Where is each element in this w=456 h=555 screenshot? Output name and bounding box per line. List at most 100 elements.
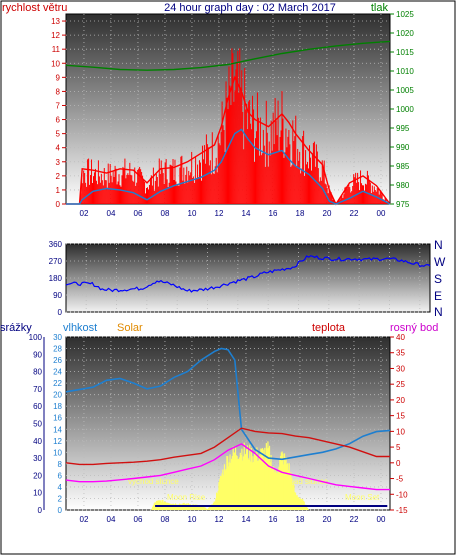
rain-y-tick-label: 20 xyxy=(33,471,42,480)
wind-x-tick-label: 06 xyxy=(134,209,143,218)
wind-x-tick-label: 14 xyxy=(242,209,251,218)
temperature-y-tick-label: 40 xyxy=(396,333,405,342)
wind-y-tick-label: 3 xyxy=(56,158,61,167)
humidity-y-tick-label: 0 xyxy=(58,506,63,515)
pressure-axis-label: tlak xyxy=(371,2,389,14)
temperature-y-tick-label: -5 xyxy=(396,475,404,484)
pressure-y-tick-label: 1005 xyxy=(396,86,414,95)
chart-title: 24 hour graph day : 02 March 2017 xyxy=(164,2,336,14)
direction-y-tick-label: 0 xyxy=(58,308,63,317)
wind-direction-line xyxy=(65,255,431,293)
direction-y-tick-label: 90 xyxy=(53,291,62,300)
pressure-line xyxy=(65,40,391,71)
rain-y-tick-label: 40 xyxy=(33,437,42,446)
wind-y-tick-label: 7 xyxy=(56,101,61,110)
direction-letter-w: W xyxy=(434,255,446,269)
climate-x-tick-label: 00 xyxy=(377,515,386,524)
temperature-y-tick-label: 0 xyxy=(396,459,401,468)
wind-speed-line xyxy=(66,128,391,205)
rain-y-tick-label: 90 xyxy=(33,350,42,359)
wind-x-tick-label: 12 xyxy=(215,209,224,218)
humidity-y-tick-label: 18 xyxy=(53,402,62,411)
wind-x-tick-label: 02 xyxy=(80,209,89,218)
sunrise-annotation: východ slunce xyxy=(128,477,179,486)
wind-gust-line xyxy=(66,75,391,206)
wind-x-tick-label: 08 xyxy=(161,209,170,218)
humidity-y-tick-label: 22 xyxy=(53,379,62,388)
direction-letter-s: S xyxy=(434,272,442,286)
climate-x-tick-label: 10 xyxy=(188,515,197,524)
climate-x-tick-label: 04 xyxy=(107,515,116,524)
pressure-y-tick-label: 1010 xyxy=(396,67,414,76)
climate-x-tick-label: 08 xyxy=(161,515,170,524)
moonset-annotation: Moon Set xyxy=(345,493,380,502)
moonrise-annotation: Moon Rise xyxy=(167,493,206,502)
wind-y-tick-label: 4 xyxy=(56,144,61,153)
temperature-y-tick-label: 25 xyxy=(396,380,405,389)
direction-letter-n-bottom: N xyxy=(434,305,443,319)
humidity-y-tick-label: 24 xyxy=(53,368,62,377)
wind-y-tick-label: 13 xyxy=(51,17,60,26)
humidity-axis-label: vlhkost xyxy=(63,322,97,334)
wind-x-tick-label: 18 xyxy=(296,209,305,218)
temperature-axis-label: teplota xyxy=(312,322,346,334)
humidity-line xyxy=(65,347,391,461)
temperature-y-tick-label: 30 xyxy=(396,364,405,373)
climate-x-tick-label: 16 xyxy=(269,515,278,524)
humidity-y-tick-label: 30 xyxy=(53,333,62,342)
climate-x-tick-label: 22 xyxy=(350,515,359,524)
direction-y-tick-label: 360 xyxy=(49,240,63,249)
wind-y-tick-label: 1 xyxy=(56,186,61,195)
climate-x-tick-label: 06 xyxy=(134,515,143,524)
wind-y-tick-label: 2 xyxy=(56,172,61,181)
wind-y-tick-label: 9 xyxy=(56,73,61,82)
climate-x-tick-label: 12 xyxy=(215,515,224,524)
direction-letter-e: E xyxy=(434,289,442,303)
humidity-y-tick-label: 26 xyxy=(53,356,62,365)
humidity-y-tick-label: 6 xyxy=(58,471,63,480)
dewpoint-line xyxy=(65,443,390,491)
rain-y-tick-label: 10 xyxy=(33,489,42,498)
humidity-y-tick-label: 8 xyxy=(58,460,63,469)
humidity-y-tick-label: 28 xyxy=(53,345,62,354)
pressure-y-tick-label: 995 xyxy=(396,124,410,133)
rain-y-tick-label: 30 xyxy=(33,454,42,463)
solar-axis-label: Solar xyxy=(117,322,143,334)
climate-x-tick-label: 14 xyxy=(242,515,251,524)
rain-y-tick-label: 80 xyxy=(33,368,42,377)
rain-y-tick-label: 0 xyxy=(38,506,43,515)
direction-letter-n-top: N xyxy=(434,238,443,252)
rain-y-tick-label: 100 xyxy=(29,333,43,342)
humidity-y-tick-label: 14 xyxy=(53,425,62,434)
wind-y-tick-label: 0 xyxy=(56,200,61,209)
temperature-y-tick-label: 15 xyxy=(396,412,405,421)
temperature-y-tick-label: 5 xyxy=(396,443,401,452)
humidity-y-tick-label: 20 xyxy=(53,391,62,400)
wind-x-tick-label: 20 xyxy=(323,209,332,218)
pressure-y-tick-label: 985 xyxy=(396,162,410,171)
temperature-y-tick-label: -10 xyxy=(396,490,408,499)
climate-x-tick-label: 20 xyxy=(323,515,332,524)
wind-x-tick-label: 04 xyxy=(107,209,116,218)
pressure-y-tick-label: 1025 xyxy=(396,10,414,19)
wind-y-tick-label: 8 xyxy=(56,87,61,96)
humidity-y-tick-label: 4 xyxy=(58,483,63,492)
wind-x-tick-label: 00 xyxy=(377,209,386,218)
wind-y-tick-label: 10 xyxy=(51,59,60,68)
humidity-y-tick-label: 10 xyxy=(53,448,62,457)
wind-y-tick-label: 6 xyxy=(56,116,61,125)
climate-x-tick-label: 18 xyxy=(296,515,305,524)
pressure-y-tick-label: 975 xyxy=(396,200,410,209)
humidity-y-tick-label: 2 xyxy=(58,494,63,503)
rain-y-tick-label: 70 xyxy=(33,385,42,394)
wind-x-tick-label: 22 xyxy=(350,209,359,218)
pressure-y-tick-label: 1000 xyxy=(396,105,414,114)
climate-x-tick-label: 02 xyxy=(80,515,89,524)
direction-y-tick-label: 270 xyxy=(49,257,63,266)
temperature-y-tick-label: 35 xyxy=(396,349,405,358)
wind-y-tick-label: 12 xyxy=(51,31,60,40)
wind-x-tick-label: 16 xyxy=(269,209,278,218)
rain-y-tick-label: 50 xyxy=(33,420,42,429)
